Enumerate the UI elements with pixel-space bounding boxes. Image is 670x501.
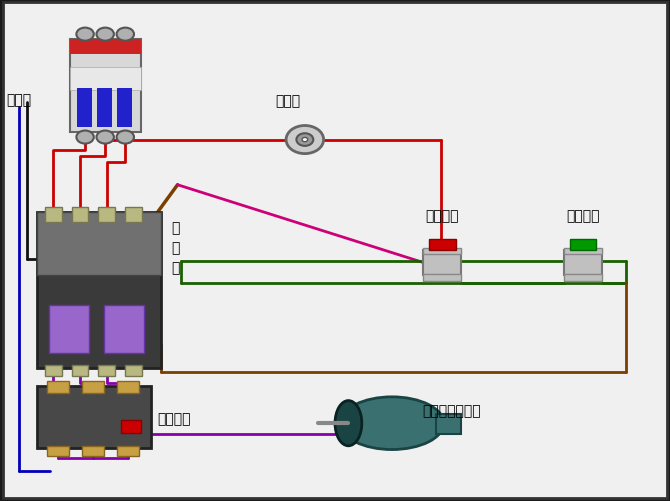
FancyBboxPatch shape: [117, 446, 139, 456]
FancyBboxPatch shape: [117, 381, 139, 393]
Circle shape: [76, 131, 94, 144]
FancyBboxPatch shape: [3, 3, 667, 498]
FancyBboxPatch shape: [72, 366, 88, 376]
FancyBboxPatch shape: [98, 208, 115, 223]
Ellipse shape: [335, 401, 362, 446]
Text: 器: 器: [171, 261, 180, 275]
Circle shape: [296, 134, 314, 147]
FancyBboxPatch shape: [564, 275, 602, 282]
FancyBboxPatch shape: [104, 306, 144, 353]
FancyBboxPatch shape: [45, 208, 62, 223]
FancyBboxPatch shape: [47, 446, 69, 456]
Text: 停止按钮: 停止按钮: [425, 209, 459, 223]
FancyBboxPatch shape: [45, 366, 62, 376]
FancyBboxPatch shape: [121, 420, 141, 433]
FancyBboxPatch shape: [70, 40, 141, 133]
FancyBboxPatch shape: [564, 250, 602, 276]
FancyBboxPatch shape: [37, 213, 161, 275]
FancyBboxPatch shape: [82, 381, 104, 393]
Text: 接: 接: [171, 221, 180, 235]
FancyBboxPatch shape: [37, 386, 151, 448]
Circle shape: [117, 29, 134, 42]
FancyBboxPatch shape: [570, 239, 596, 250]
FancyBboxPatch shape: [97, 89, 112, 128]
FancyBboxPatch shape: [117, 89, 132, 128]
Circle shape: [302, 138, 308, 142]
FancyBboxPatch shape: [125, 366, 142, 376]
Text: 三相异步电动机: 三相异步电动机: [422, 404, 481, 418]
FancyBboxPatch shape: [436, 414, 461, 434]
FancyBboxPatch shape: [37, 213, 161, 368]
FancyBboxPatch shape: [77, 89, 92, 128]
Circle shape: [117, 131, 134, 144]
FancyBboxPatch shape: [423, 275, 461, 282]
FancyBboxPatch shape: [564, 248, 602, 255]
Text: 启动按钮: 启动按钮: [566, 209, 600, 223]
Circle shape: [96, 131, 114, 144]
Circle shape: [286, 126, 324, 154]
Text: 热继电器: 热继电器: [157, 411, 191, 425]
FancyBboxPatch shape: [423, 248, 461, 255]
Ellipse shape: [340, 397, 444, 450]
FancyBboxPatch shape: [70, 40, 141, 55]
FancyBboxPatch shape: [70, 68, 141, 91]
FancyBboxPatch shape: [125, 208, 142, 223]
Text: 熔断器: 熔断器: [275, 94, 301, 108]
FancyBboxPatch shape: [47, 381, 69, 393]
FancyBboxPatch shape: [429, 239, 456, 250]
Text: 断路器: 断路器: [7, 93, 32, 107]
Text: 触: 触: [171, 241, 180, 255]
FancyBboxPatch shape: [98, 366, 115, 376]
FancyBboxPatch shape: [82, 446, 104, 456]
FancyBboxPatch shape: [49, 306, 89, 353]
FancyBboxPatch shape: [72, 208, 88, 223]
Circle shape: [76, 29, 94, 42]
FancyBboxPatch shape: [423, 250, 461, 276]
Circle shape: [96, 29, 114, 42]
